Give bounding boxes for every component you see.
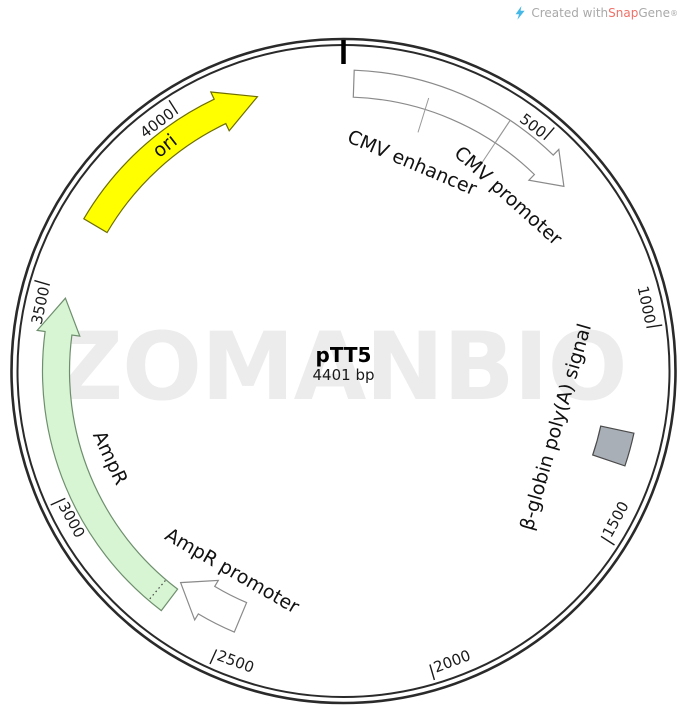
tick-label-1500: 1500 bbox=[599, 498, 633, 540]
tick-label-1000: 1000 bbox=[634, 284, 660, 325]
plasmid-name: pTT5 bbox=[315, 343, 372, 367]
snapgene-bolt-icon bbox=[515, 6, 525, 20]
plasmid-size: 4401 bp bbox=[312, 366, 375, 384]
attribution-text: Created with bbox=[531, 6, 609, 20]
feature-cmv-enhancer-promoter[interactable] bbox=[352, 69, 565, 188]
feature-ampr[interactable] bbox=[36, 297, 179, 612]
tick-mark-2500 bbox=[209, 649, 218, 665]
tick-mark-3000 bbox=[50, 497, 66, 506]
feature-label-ampr[interactable]: AmpR bbox=[88, 428, 132, 489]
plasmid-title-block: pTT5 4401 bp bbox=[0, 344, 687, 386]
attribution-registered: ® bbox=[670, 8, 678, 18]
tick-mark-1000 bbox=[646, 324, 663, 329]
tick-mark-2000 bbox=[429, 664, 436, 681]
feature-ori[interactable] bbox=[82, 91, 259, 234]
plasmid-backbone-ring-1 bbox=[10, 37, 677, 705]
tick-mark-1500 bbox=[600, 535, 615, 546]
tick-mark-500 bbox=[543, 127, 555, 141]
tick-mark-3500 bbox=[34, 279, 50, 286]
watermark-text: ZOMANBIO bbox=[55, 313, 628, 422]
leader-line-2 bbox=[481, 120, 511, 164]
attribution-brand-gene: Gene bbox=[638, 6, 670, 20]
leader-line-1 bbox=[417, 97, 430, 133]
tick-mark-4000 bbox=[168, 99, 179, 115]
snapgene-attribution: Created with Snap Gene ® bbox=[514, 6, 678, 20]
feature-beta-globin-polya-signal[interactable] bbox=[591, 425, 635, 467]
feature-ampr-promoter[interactable] bbox=[179, 579, 248, 633]
attribution-brand-snap: Snap bbox=[608, 6, 639, 20]
